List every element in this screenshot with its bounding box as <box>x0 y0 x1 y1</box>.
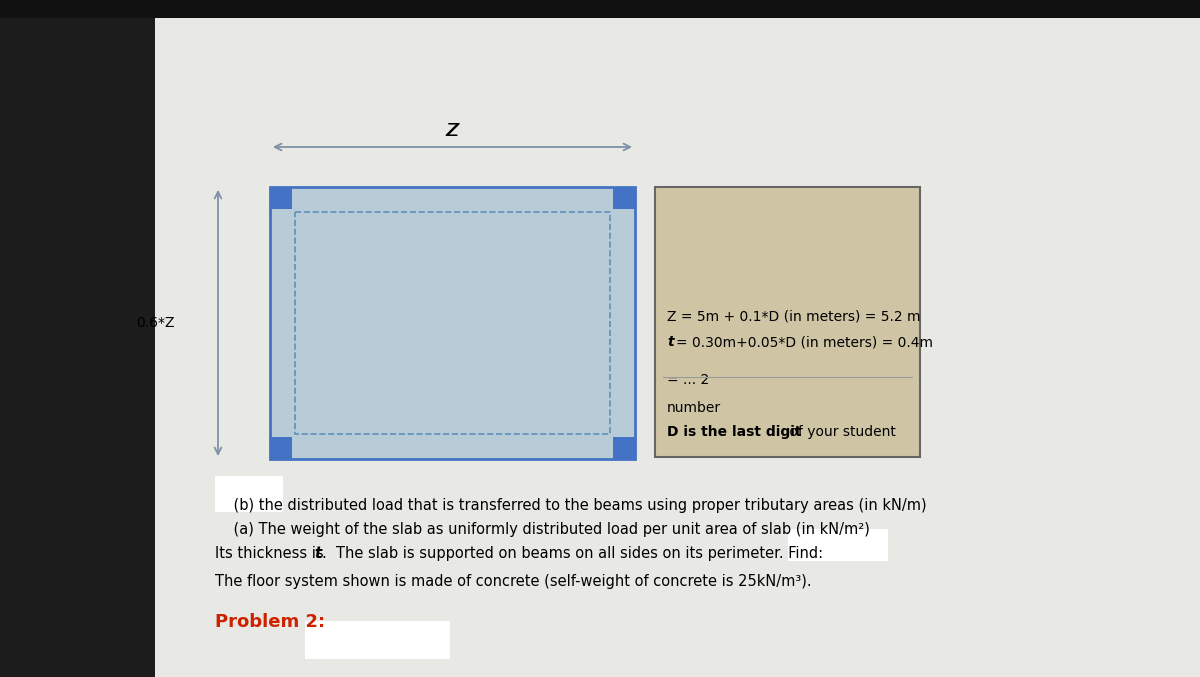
Bar <box>295 212 610 434</box>
Bar <box>270 187 292 209</box>
Bar <box>155 0 1200 677</box>
Text: t: t <box>314 546 322 561</box>
Text: Problem 2:: Problem 2: <box>215 613 325 631</box>
Bar <box>0 0 1200 18</box>
Text: The floor system shown is made of concrete (self-weight of concrete is 25kN/m³).: The floor system shown is made of concre… <box>215 574 811 589</box>
Text: number: number <box>667 401 721 415</box>
Bar <box>270 187 635 459</box>
Text: (a) The weight of the slab as uniformly distributed load per unit area of slab (: (a) The weight of the slab as uniformly … <box>215 522 870 537</box>
Bar <box>0 0 155 677</box>
Text: of your student: of your student <box>785 425 896 439</box>
Text: (b) the distributed load that is transferred to the beams using proper tributary: (b) the distributed load that is transfe… <box>215 498 926 513</box>
Text: t: t <box>667 335 673 349</box>
Bar <box>613 187 635 209</box>
Text: 0.6*Z: 0.6*Z <box>137 316 175 330</box>
Bar <box>655 187 920 457</box>
Text: Its thickness is: Its thickness is <box>215 546 329 561</box>
Bar <box>305 621 450 659</box>
Bar <box>613 437 635 459</box>
Bar <box>1060 597 1200 677</box>
Text: Z: Z <box>446 122 458 140</box>
Text: Z: Z <box>446 122 458 140</box>
Text: Z = 5m + 0.1*D (in meters) = 5.2 m: Z = 5m + 0.1*D (in meters) = 5.2 m <box>667 309 920 323</box>
Text: = ... 2: = ... 2 <box>667 373 709 387</box>
Text: = 0.30m+0.05*D (in meters) = 0.4m: = 0.30m+0.05*D (in meters) = 0.4m <box>676 335 934 349</box>
Bar <box>215 476 283 512</box>
Bar <box>788 529 888 561</box>
Text: D is the last digit: D is the last digit <box>667 425 802 439</box>
Bar <box>270 437 292 459</box>
Text: .  The slab is supported on beams on all sides on its perimeter. Find:: . The slab is supported on beams on all … <box>323 546 823 561</box>
